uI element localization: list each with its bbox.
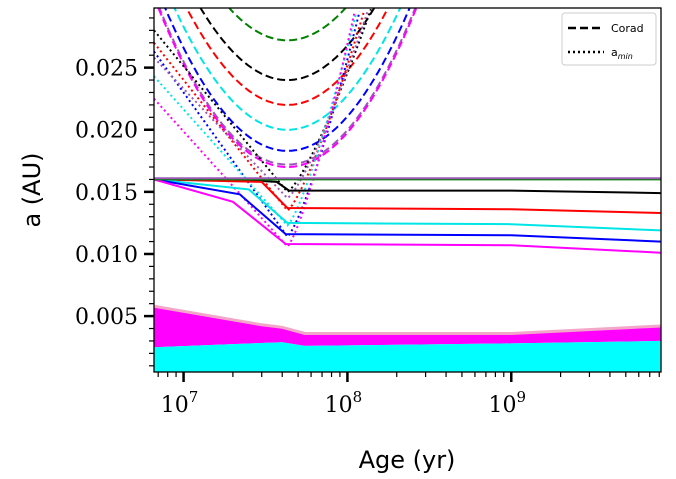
x-axis: 107 108 109 <box>157 372 660 418</box>
amin-line-2 <box>154 11 361 239</box>
corad-line-4 <box>173 8 402 131</box>
legend: Corad amin <box>561 12 657 66</box>
y-tick-label: 0.010 <box>75 243 138 268</box>
corad-line-5 <box>158 8 417 166</box>
corad-line-0 <box>227 8 347 42</box>
amin-line-5 <box>154 12 356 248</box>
amin-line-1 <box>154 9 366 212</box>
corad-line-1 <box>199 8 376 82</box>
legend-amin-subscript: min <box>618 52 633 61</box>
amin-line-0 <box>154 8 372 194</box>
x-tick-label: 107 <box>161 388 199 418</box>
corad-line-6 <box>157 8 418 168</box>
filled-bands <box>154 304 661 372</box>
plot-frame <box>153 7 662 373</box>
filled-band-1 <box>154 340 661 372</box>
corad-line-2 <box>185 8 390 106</box>
legend-box <box>561 12 657 66</box>
x-tick-label: 109 <box>488 388 526 418</box>
x-axis-label: Age (yr) <box>359 446 456 474</box>
y-tick-label: 0.020 <box>75 119 138 144</box>
solid-line-1 <box>154 178 661 214</box>
legend-corad-label: Corad <box>611 22 644 35</box>
y-axis: 0.005 0.010 0.015 0.020 0.025 <box>75 17 154 367</box>
corad-line-3 <box>164 8 411 152</box>
legend-amin-label: amin <box>611 46 633 61</box>
y-tick-label: 0.025 <box>75 57 138 82</box>
amin-line-3 <box>154 12 358 227</box>
y-tick-label: 0.005 <box>75 305 138 330</box>
solid-line-3 <box>154 178 661 243</box>
series-lines <box>154 8 661 254</box>
filled-band-0 <box>154 306 661 348</box>
amin-line-4 <box>154 11 369 200</box>
y-axis-label: a (AU) <box>18 152 46 227</box>
x-tick-label: 108 <box>325 388 363 418</box>
y-tick-label: 0.015 <box>75 181 138 206</box>
solid-line-2 <box>154 178 661 232</box>
band-edge <box>154 304 661 335</box>
solid-line-4 <box>154 178 661 254</box>
